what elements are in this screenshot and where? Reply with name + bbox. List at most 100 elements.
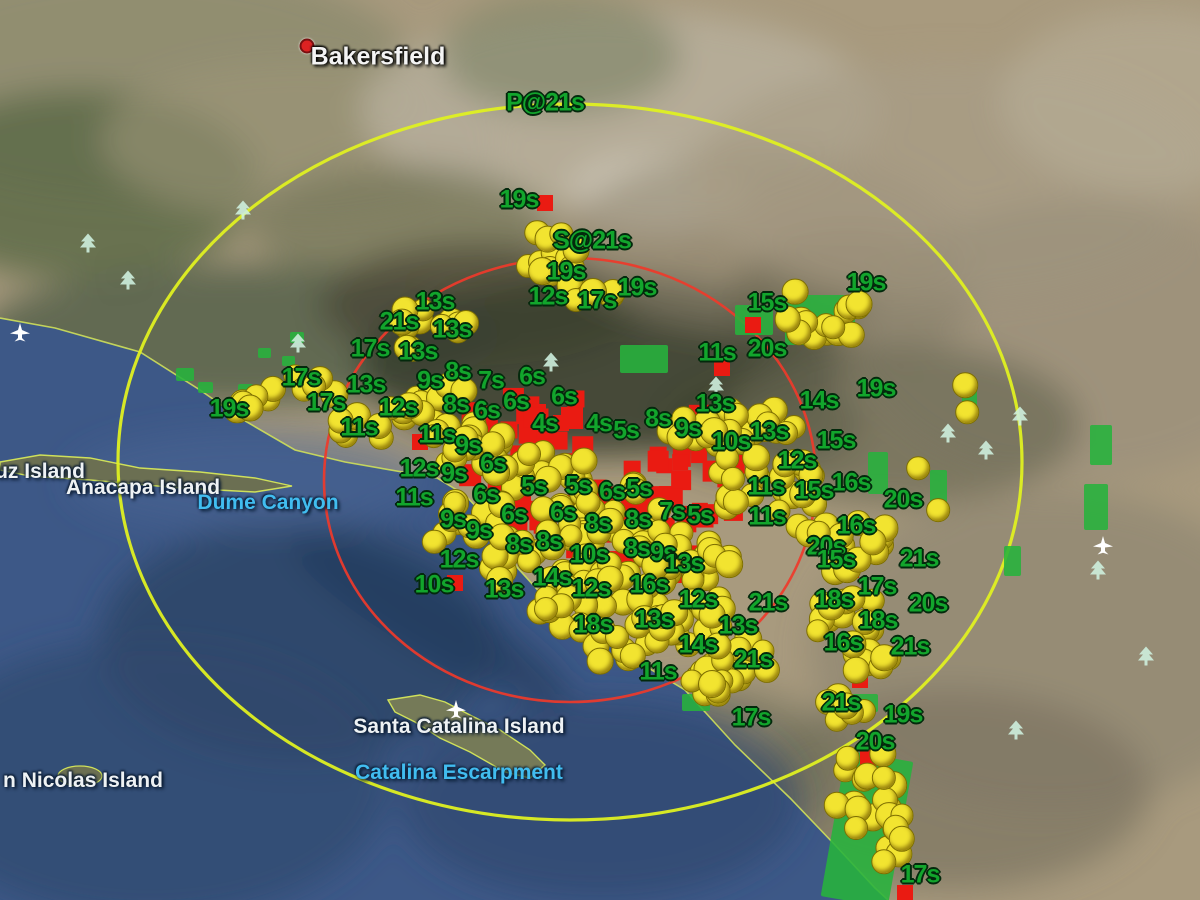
tree-icon[interactable] [1008, 720, 1024, 740]
station-marker-yellow[interactable] [660, 598, 688, 627]
station-marker-yellow[interactable] [774, 305, 802, 333]
station-marker-yellow[interactable] [535, 465, 562, 493]
station-marker-yellow[interactable] [697, 670, 726, 699]
station-marker-yellow[interactable] [772, 451, 798, 477]
station-marker-yellow[interactable] [817, 593, 845, 621]
station-marker-yellow[interactable] [435, 372, 462, 399]
station-marker-yellow[interactable] [393, 334, 421, 362]
station-marker-yellow[interactable] [952, 372, 978, 398]
station-marker-yellow[interactable] [443, 491, 467, 516]
station-marker-yellow[interactable] [715, 550, 743, 579]
station-marker-yellow[interactable] [806, 520, 831, 545]
station-marker-yellow[interactable] [843, 816, 868, 841]
station-marker-yellow[interactable] [871, 849, 897, 875]
tree-icon[interactable] [1012, 406, 1028, 426]
station-marker-yellow[interactable] [327, 407, 354, 434]
station-marker-yellow[interactable] [926, 498, 950, 522]
station-marker-yellow[interactable] [842, 656, 870, 684]
station-marker-yellow[interactable] [539, 535, 565, 561]
station-marker-yellow[interactable] [704, 632, 732, 660]
city-marker-dot[interactable] [299, 38, 315, 54]
station-marker-yellow[interactable] [488, 523, 516, 551]
station-marker-yellow[interactable] [575, 490, 601, 515]
station-marker-yellow[interactable] [788, 480, 817, 508]
station-marker-yellow[interactable] [586, 647, 614, 675]
station-marker-yellow[interactable] [442, 437, 468, 463]
station-marker-red[interactable] [648, 450, 669, 472]
station-marker-yellow[interactable] [481, 458, 510, 487]
station-marker-yellow[interactable] [421, 424, 446, 448]
station-marker-yellow[interactable] [597, 565, 624, 593]
station-marker-yellow[interactable] [516, 442, 541, 467]
station-marker-yellow[interactable] [741, 443, 770, 472]
station-marker-red[interactable] [536, 421, 554, 439]
station-marker-yellow[interactable] [767, 499, 791, 523]
station-marker-yellow[interactable] [366, 413, 393, 440]
station-marker-yellow[interactable] [487, 491, 516, 519]
station-marker-yellow[interactable] [700, 417, 728, 446]
tree-icon[interactable] [543, 352, 559, 372]
station-marker-red[interactable] [671, 470, 692, 490]
station-marker-yellow[interactable] [485, 566, 514, 594]
station-marker-yellow[interactable] [429, 313, 455, 338]
station-marker-yellow[interactable] [821, 315, 845, 340]
station-marker-red[interactable] [503, 387, 524, 408]
station-marker-yellow[interactable] [236, 394, 264, 422]
station-marker-yellow[interactable] [839, 630, 867, 658]
station-marker-yellow[interactable] [534, 596, 559, 621]
tree-icon[interactable] [80, 233, 96, 253]
tree-icon[interactable] [978, 440, 994, 460]
station-marker-red[interactable] [672, 454, 689, 471]
tree-icon[interactable] [290, 333, 306, 353]
station-marker-yellow[interactable] [450, 377, 478, 405]
station-marker-yellow[interactable] [955, 400, 979, 424]
station-marker-yellow[interactable] [805, 618, 830, 643]
airplane-icon[interactable] [445, 699, 467, 721]
station-marker-red[interactable] [897, 885, 913, 900]
station-marker-red[interactable] [745, 317, 761, 333]
station-marker-yellow[interactable] [301, 373, 326, 398]
station-marker-yellow[interactable] [852, 608, 879, 635]
station-marker-yellow[interactable] [888, 825, 915, 852]
station-marker-yellow[interactable] [869, 740, 897, 768]
station-marker-yellow[interactable] [641, 551, 669, 579]
station-marker-yellow[interactable] [859, 528, 887, 556]
station-marker-yellow[interactable] [570, 447, 598, 475]
tree-icon[interactable] [940, 423, 956, 443]
airplane-icon[interactable] [9, 322, 31, 344]
tree-icon[interactable] [120, 270, 136, 290]
station-marker-yellow[interactable] [421, 529, 447, 555]
station-marker-yellow[interactable] [562, 236, 590, 264]
station-marker-red[interactable] [714, 360, 730, 376]
station-marker-yellow[interactable] [722, 488, 750, 515]
tree-icon[interactable] [1138, 646, 1154, 666]
station-marker-yellow[interactable] [528, 257, 557, 285]
station-marker-yellow[interactable] [578, 278, 607, 306]
station-marker-yellow[interactable] [622, 478, 650, 505]
station-marker-red[interactable] [447, 575, 463, 591]
tree-icon[interactable] [235, 200, 251, 220]
station-marker-yellow[interactable] [751, 639, 775, 663]
station-marker-yellow[interactable] [619, 642, 646, 670]
station-marker-yellow[interactable] [720, 466, 745, 491]
station-marker-red[interactable] [567, 390, 585, 408]
station-marker-red[interactable] [698, 504, 719, 525]
airplane-icon[interactable] [1092, 535, 1114, 557]
station-marker-red[interactable] [537, 195, 553, 211]
station-marker-yellow[interactable] [666, 423, 694, 451]
station-marker-yellow[interactable] [480, 431, 506, 458]
tree-icon[interactable] [1090, 560, 1106, 580]
station-marker-yellow[interactable] [906, 456, 930, 480]
station-marker-yellow[interactable] [457, 514, 482, 538]
station-marker-yellow[interactable] [846, 290, 873, 318]
tree-icon[interactable] [708, 376, 724, 396]
station-marker-yellow[interactable] [604, 624, 629, 649]
station-marker-yellow[interactable] [782, 278, 809, 306]
station-marker-red[interactable] [553, 414, 570, 431]
station-marker-yellow[interactable] [774, 421, 799, 446]
station-marker-yellow[interactable] [871, 765, 897, 791]
station-marker-yellow[interactable] [388, 308, 416, 336]
station-marker-yellow[interactable] [870, 644, 899, 672]
station-marker-yellow[interactable] [835, 746, 860, 771]
